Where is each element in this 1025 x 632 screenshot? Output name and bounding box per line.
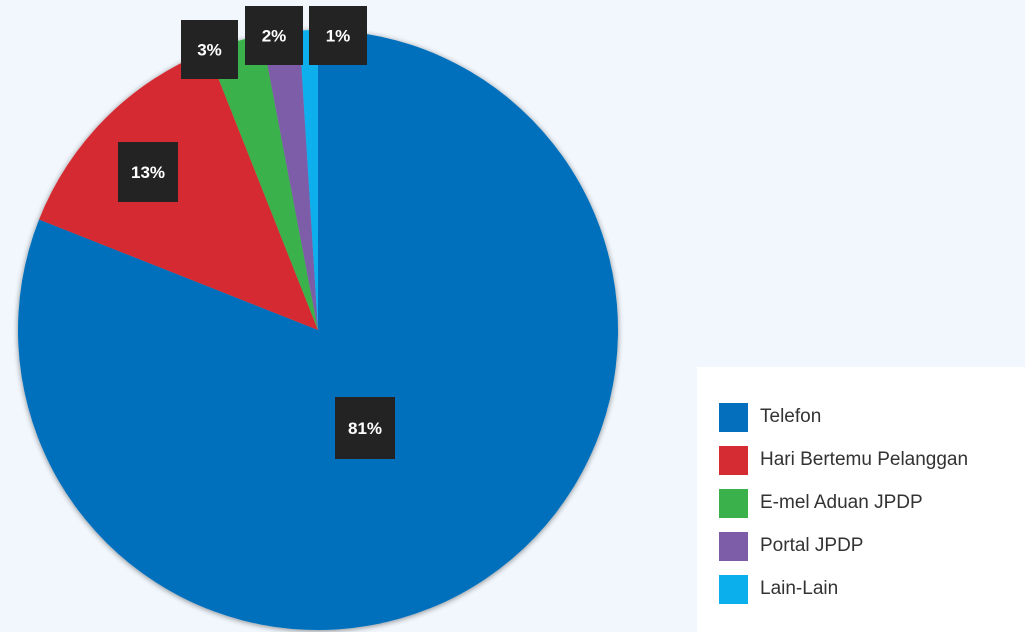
legend-swatch-hari-bertemu-pelanggan xyxy=(719,445,748,475)
data-label-box-hari-bertemu-pelanggan xyxy=(118,142,178,202)
legend-item-hari-bertemu-pelanggan: Hari Bertemu Pelanggan xyxy=(719,445,968,475)
legend-item-emel-aduan-jpdp: E-mel Aduan JPDP xyxy=(719,488,923,518)
data-label-box-telefon xyxy=(335,397,395,459)
legend-swatch-lain-lain xyxy=(719,574,748,604)
legend-item-lain-lain: Lain-Lain xyxy=(719,574,838,604)
pie-slice-telefon xyxy=(18,30,619,630)
pie-slices xyxy=(18,29,619,630)
data-label-emel-aduan-jpdp: 3% xyxy=(197,41,222,60)
pie-slice-hari-bertemu-pelanggan xyxy=(39,51,318,330)
legend-item-telefon: Telefon xyxy=(719,402,821,432)
pie-slice-lain-lain xyxy=(299,29,318,330)
data-label-box-portal-jpdp xyxy=(245,6,303,65)
data-label-portal-jpdp: 2% xyxy=(262,27,287,46)
pie-slice-portal-jpdp xyxy=(261,30,318,331)
data-label-telefon: 81% xyxy=(348,419,382,438)
legend-swatch-portal-jpdp xyxy=(719,531,748,561)
data-label-hari-bertemu-pelanggan: 13% xyxy=(131,163,165,182)
legend-swatch-telefon xyxy=(719,402,748,432)
legend-label-hari-bertemu-pelanggan: Hari Bertemu Pelanggan xyxy=(760,449,969,470)
chart-legend: Telefon Hari Bertemu Pelanggan E-mel Adu… xyxy=(697,367,1025,632)
legend-item-portal-jpdp: Portal JPDP xyxy=(719,531,863,561)
data-label-lain-lain: 1% xyxy=(326,27,351,46)
legend-swatch-emel-aduan-jpdp xyxy=(719,488,748,518)
legend-label-lain-lain: Lain-Lain xyxy=(760,578,839,599)
legend-label-portal-jpdp: Portal JPDP xyxy=(760,535,864,556)
legend-label-emel-aduan-jpdp: E-mel Aduan JPDP xyxy=(760,492,923,513)
data-label-box-lain-lain xyxy=(309,6,367,65)
legend-label-telefon: Telefon xyxy=(760,406,822,427)
data-label-box-emel-aduan-jpdp xyxy=(181,20,238,79)
pie-labels: 81% 13% 3% 2% 1% xyxy=(118,6,395,459)
pie-slice-emel-aduan-jpdp xyxy=(207,35,318,331)
